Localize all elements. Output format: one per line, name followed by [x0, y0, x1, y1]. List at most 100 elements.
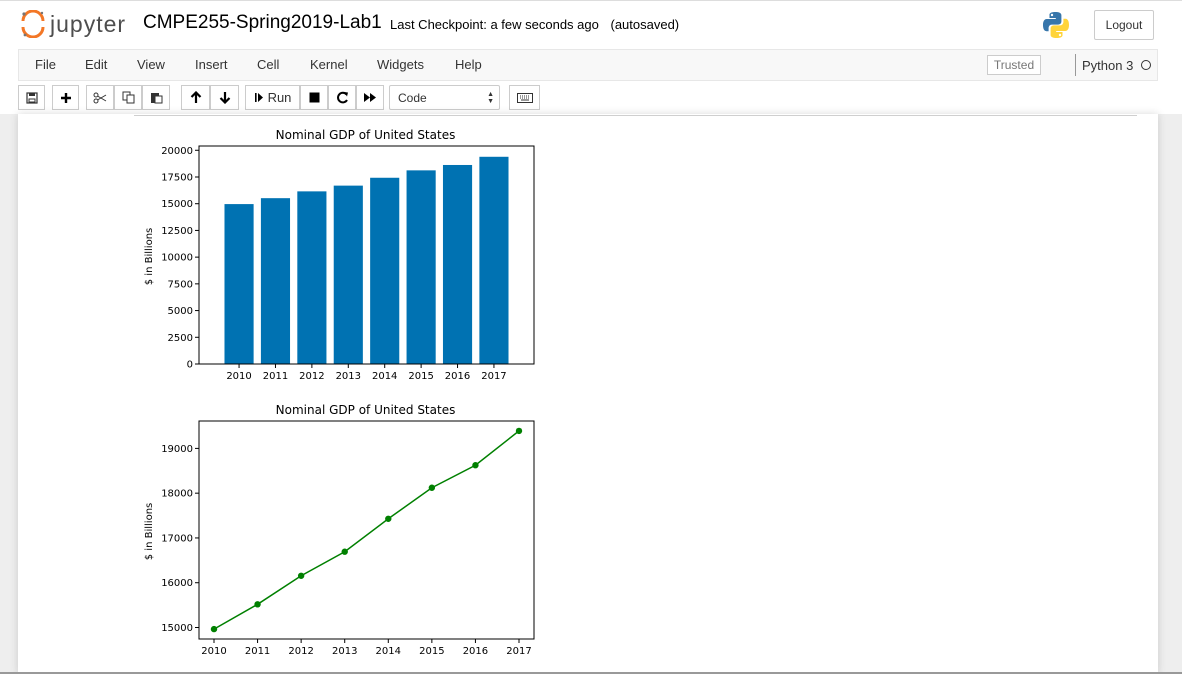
paste-icon: [150, 93, 162, 104]
python-logo-icon: [1041, 10, 1071, 45]
menubar: File Edit View Insert Cell Kernel Widget…: [18, 49, 1158, 81]
x-ticks: 2010 2011 2012 2013 2014 2015 2016 2017: [226, 364, 507, 382]
restart-icon: [336, 91, 348, 104]
series-polyline: [213, 430, 520, 630]
line-chart: Nominal GDP of United States $ in Billio…: [144, 403, 535, 657]
run-button[interactable]: Run: [245, 85, 300, 110]
plus-icon: [60, 92, 71, 103]
plot-frame: [198, 420, 535, 640]
y-tick-label: 12500: [161, 226, 193, 237]
point-2013: [341, 548, 348, 555]
restart-run-all-button[interactable]: [356, 85, 384, 110]
y-tick-label: 18000: [161, 489, 193, 500]
arrow-up-icon: [190, 91, 201, 103]
stop-icon: [309, 92, 319, 103]
move-down-button[interactable]: [210, 85, 239, 110]
x-tick-label: 2011: [245, 646, 270, 657]
y-ticks: 15000 16000 17000 18000 19000: [161, 444, 199, 634]
x-tick-label: 2015: [419, 646, 444, 657]
x-tick-label: 2010: [201, 646, 226, 657]
kernel-status-icon: [1141, 60, 1152, 70]
bar-chart: Nominal GDP of United States $ in Billio…: [144, 128, 535, 382]
menu-kernel[interactable]: Kernel: [310, 57, 348, 72]
y-tick-label: 7500: [168, 279, 193, 290]
menu-file[interactable]: File: [35, 57, 56, 72]
copy-button[interactable]: [114, 85, 142, 110]
save-icon: [25, 91, 38, 104]
notebook-header: jupyter CMPE255-Spring2019-Lab1 Last Che…: [0, 0, 1182, 114]
point-2010: [210, 625, 218, 633]
keyboard-icon: [516, 92, 533, 103]
y-tick-label: 17500: [161, 172, 193, 183]
notebook-container: Nominal GDP of United States $ in Billio…: [18, 114, 1158, 674]
y-tick-label: 20000: [161, 146, 193, 157]
command-palette-button[interactable]: [509, 85, 540, 110]
x-tick-label: 2016: [445, 371, 470, 382]
x-tick-label: 2014: [376, 646, 401, 657]
bar-2017: [479, 156, 509, 364]
x-tick-label: 2012: [288, 646, 313, 657]
interrupt-button[interactable]: [300, 85, 328, 110]
bar-2014: [370, 177, 400, 364]
paste-button[interactable]: [142, 85, 170, 110]
x-tick-label: 2015: [408, 371, 433, 382]
trusted-indicator[interactable]: Trusted: [987, 55, 1041, 75]
x-tick-label: 2016: [463, 646, 488, 657]
point-2011: [254, 601, 261, 608]
y-tick-label: 0: [187, 360, 193, 371]
point-2014: [385, 515, 392, 522]
kernel-indicator: Python 3: [1075, 54, 1152, 76]
point-2012: [297, 572, 305, 579]
autosave-status: (autosaved): [610, 17, 680, 32]
jupyter-logo-text: jupyter: [50, 10, 127, 37]
y-ticks: 0 2500 5000 7500 10000 12500 15000 17500 20000: [161, 146, 199, 371]
series-line: [210, 427, 523, 633]
x-tick-label: 2014: [372, 371, 397, 382]
run-label: Run: [267, 90, 292, 105]
insert-cell-button[interactable]: [52, 85, 79, 110]
y-tick-label: 5000: [168, 306, 193, 317]
x-tick-label: 2017: [481, 371, 506, 382]
x-tick-label: 2010: [226, 371, 251, 382]
y-tick-label: 2500: [168, 333, 193, 344]
point-2017: [515, 427, 523, 435]
logout-button[interactable]: Logout: [1094, 10, 1154, 40]
arrow-down-icon: [219, 92, 230, 104]
copy-icon: [122, 91, 134, 104]
menu-cell[interactable]: Cell: [257, 57, 280, 72]
x-tick-label: 2011: [263, 371, 288, 382]
jupyter-logo-icon: [21, 10, 45, 38]
menu-edit[interactable]: Edit: [85, 57, 108, 72]
move-up-button[interactable]: [181, 85, 210, 110]
y-tick-label: 16000: [161, 578, 193, 589]
menu-widgets[interactable]: Widgets: [377, 57, 424, 72]
cut-button[interactable]: [86, 85, 114, 110]
bar-2010: [224, 204, 254, 364]
chart-title: Nominal GDP of United States: [276, 403, 456, 417]
x-tick-label: 2013: [336, 371, 361, 382]
y-axis-label: $ in Billions: [144, 228, 155, 285]
x-ticks: 2010 2011 2012 2013 2014 2015 2016 2017: [201, 639, 532, 657]
previous-cell-border: [134, 114, 1137, 116]
y-tick-label: 19000: [161, 444, 193, 455]
plot-frame: [198, 145, 535, 365]
cut-icon: [93, 92, 107, 103]
cell-type-select[interactable]: Code ▲ ▼: [389, 85, 500, 110]
bar-2012: [297, 191, 327, 364]
menu-view[interactable]: View: [137, 57, 165, 72]
bar-2016: [442, 164, 473, 364]
y-tick-label: 17000: [161, 533, 193, 544]
notebook-title[interactable]: CMPE255-Spring2019-Lab1: [143, 12, 382, 33]
cell-type-value: Code: [398, 90, 427, 105]
bar-2015: [406, 170, 436, 364]
bars: [224, 156, 509, 364]
menu-help[interactable]: Help: [455, 57, 482, 72]
menu-insert[interactable]: Insert: [195, 57, 228, 72]
select-chevron-icon: ▲ ▼: [487, 91, 494, 105]
y-axis-label: $ in Billions: [144, 503, 155, 560]
y-tick-label: 15000: [161, 199, 193, 210]
jupyter-logo[interactable]: jupyter: [20, 9, 126, 39]
save-button[interactable]: [18, 85, 45, 110]
window-bottom-edge: [0, 672, 1182, 674]
restart-button[interactable]: [328, 85, 356, 110]
